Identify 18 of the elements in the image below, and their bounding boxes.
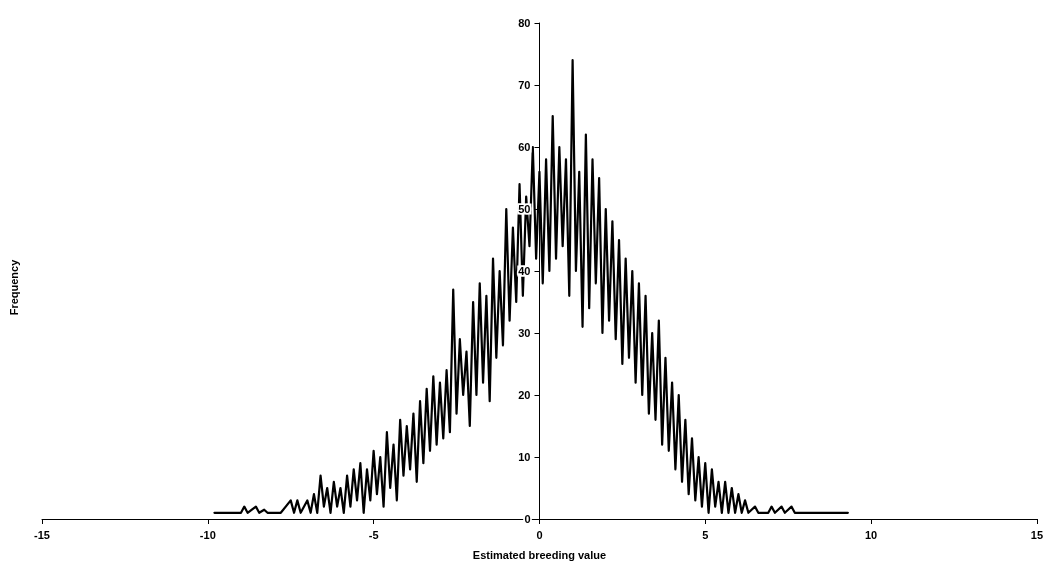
y-tick-label: 60 — [518, 141, 531, 153]
y-tick-label: 70 — [518, 79, 531, 91]
y-axis-title: Frequency — [7, 258, 20, 316]
y-tick-label: 50 — [518, 203, 531, 215]
x-tick-label: -5 — [368, 528, 379, 541]
y-tick-label: 80 — [518, 17, 531, 29]
x-tick-label: 15 — [1030, 528, 1044, 541]
x-tick-label: -10 — [199, 528, 216, 541]
x-axis-title: Estimated breeding value — [472, 548, 607, 561]
y-tick-label: 0 — [524, 513, 531, 525]
y-tick-label: 20 — [518, 389, 531, 401]
x-tick-label: -15 — [34, 528, 50, 541]
y-tick-label: 40 — [518, 265, 531, 277]
y-tick-label: 10 — [518, 451, 531, 463]
x-tick-label: 10 — [864, 528, 878, 541]
x-tick-label: 5 — [702, 528, 709, 541]
y-tick-label: 30 — [518, 327, 531, 339]
x-tick-label: 0 — [536, 528, 543, 541]
